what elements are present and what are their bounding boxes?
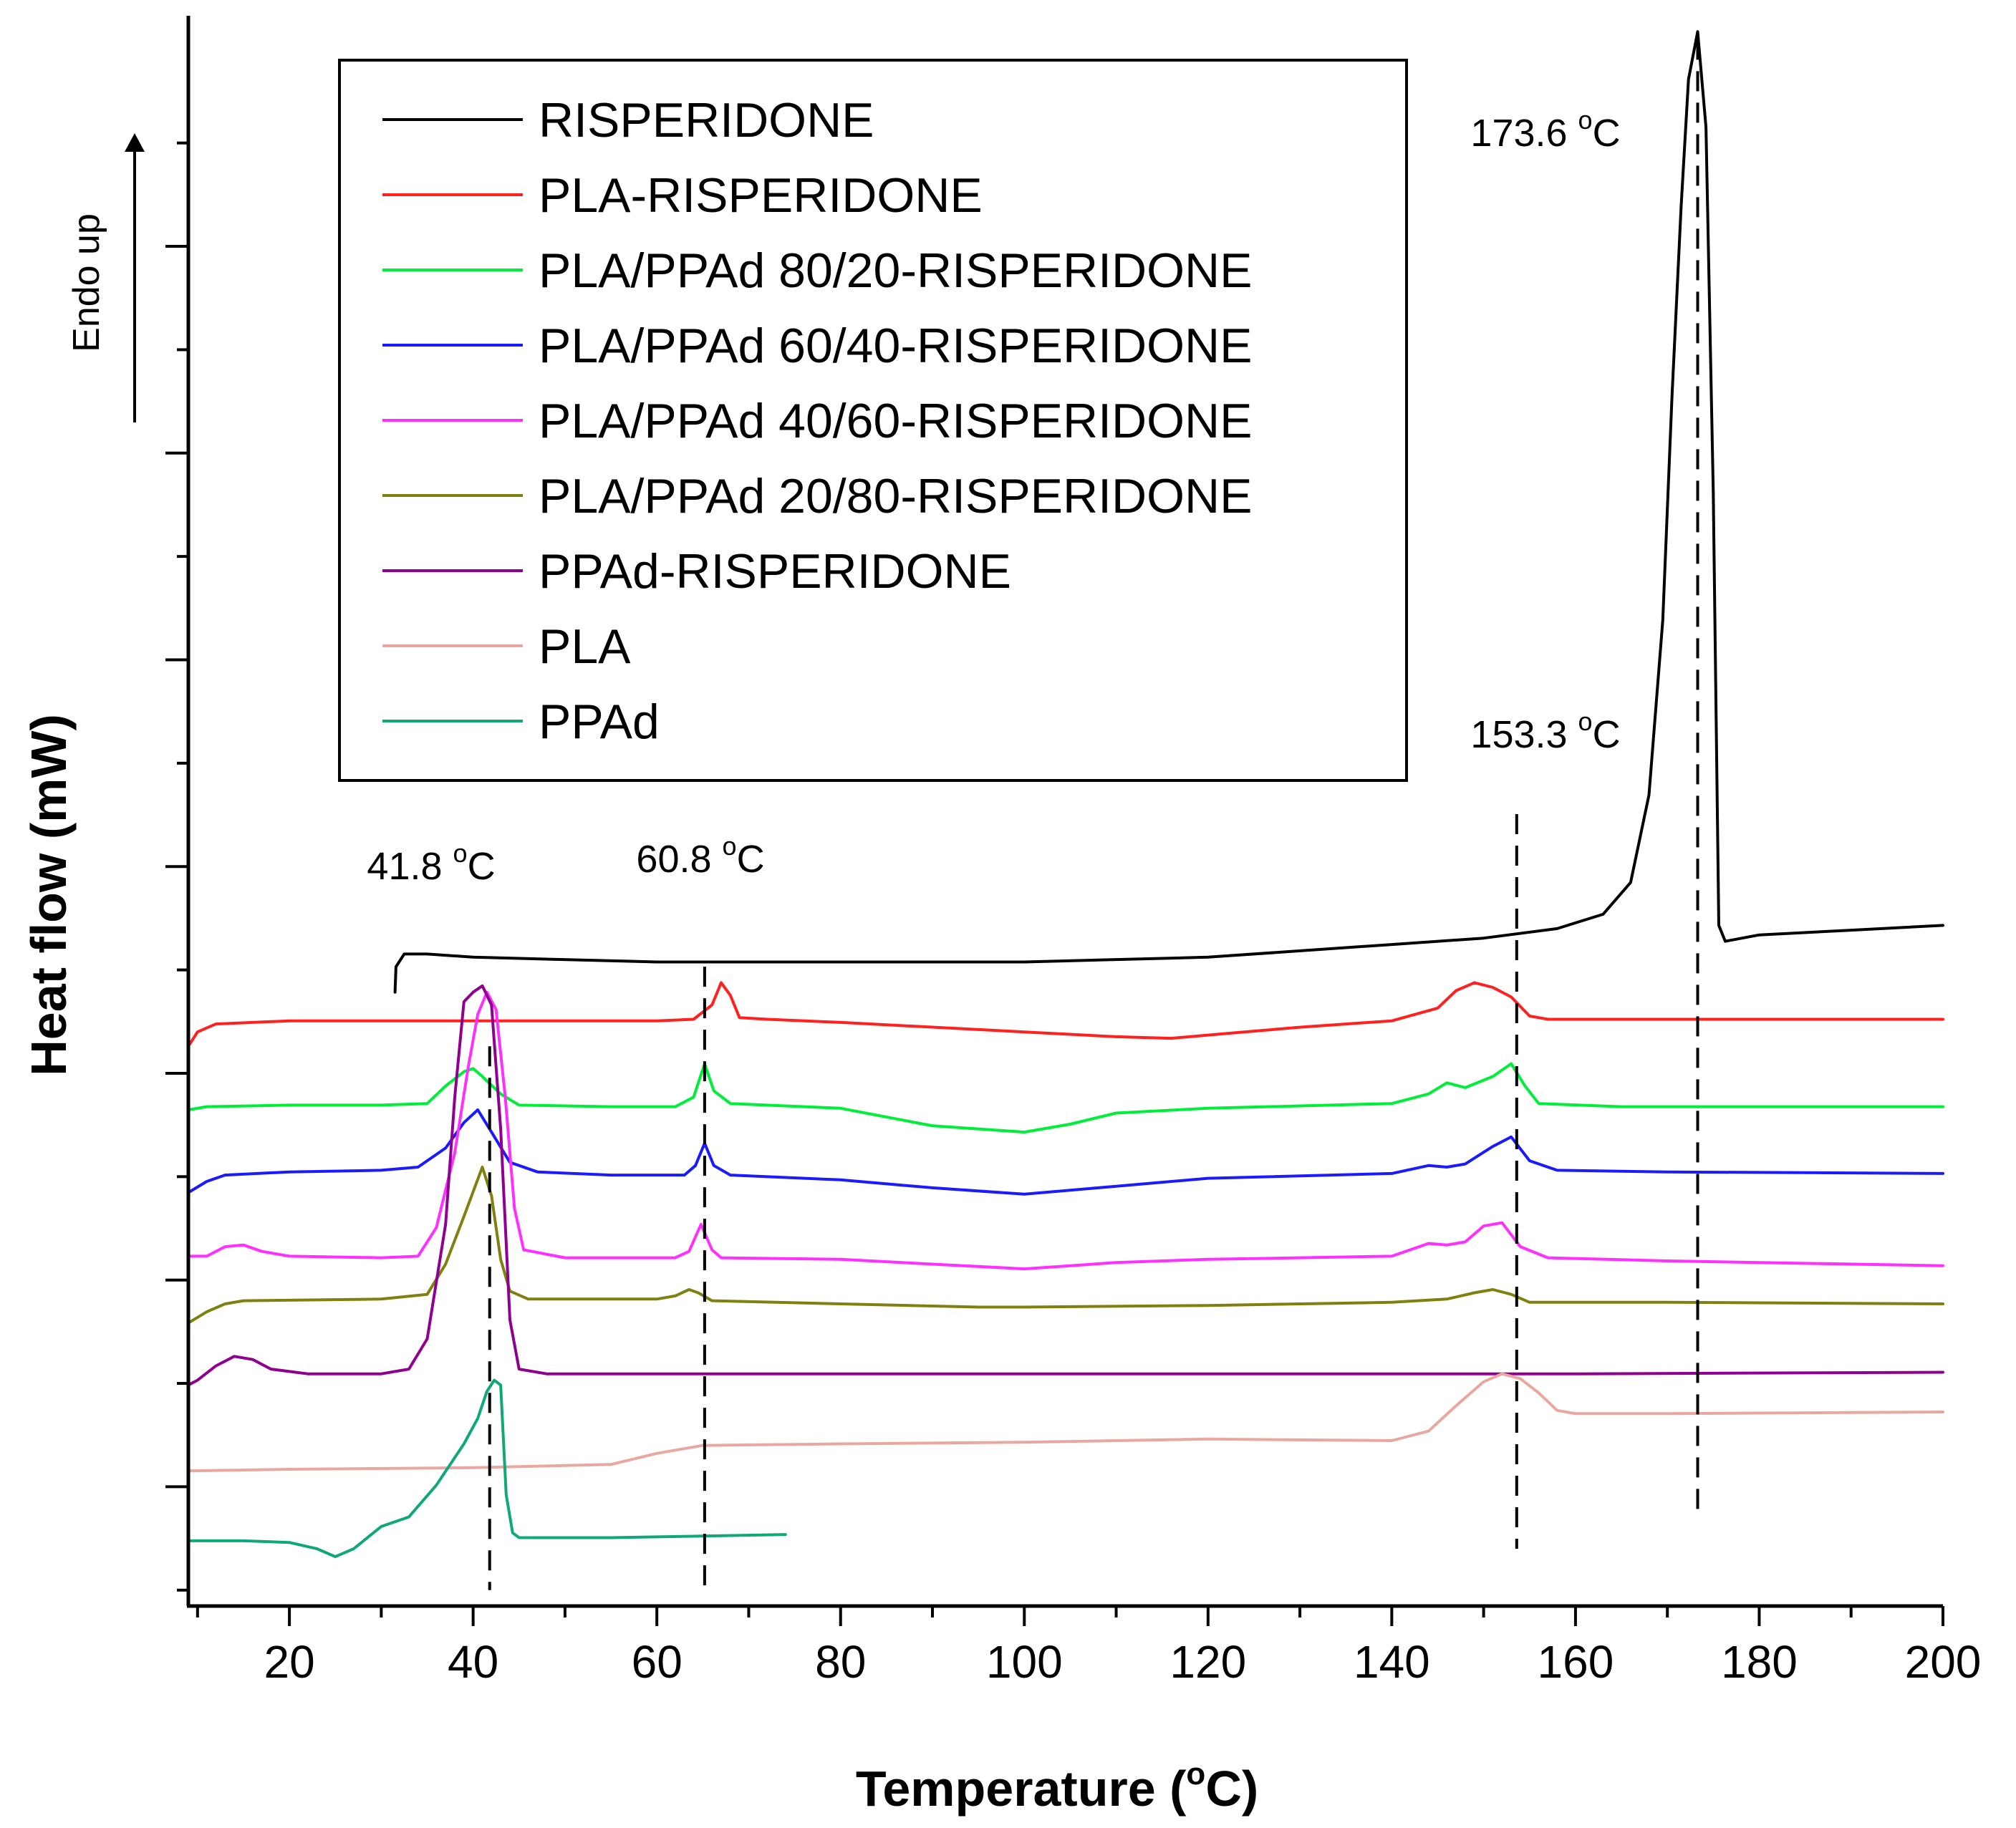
annot-value: 173.6: [1470, 112, 1578, 155]
x-tick-label: 60: [632, 1636, 683, 1688]
legend-label: PPAd: [539, 695, 660, 749]
legend-label: PLA/PPAd 40/60-RISPERIDONE: [539, 394, 1253, 448]
x-tick-label: 100: [986, 1636, 1063, 1688]
annot-value: 41.8: [367, 845, 453, 888]
y-axis-title: Heat flow (mW): [21, 714, 77, 1076]
x-tick-label: 160: [1538, 1636, 1614, 1688]
annot-degree: o: [723, 831, 737, 861]
endo-arrow-head-icon: [125, 133, 145, 152]
series-line-pla-ppad-60-40-risperidone: [187, 1108, 1944, 1196]
legend-label: PLA/PPAd 20/80-RISPERIDONE: [539, 469, 1253, 523]
reference-line-label-4: 173.6 oC: [1470, 105, 1620, 155]
series-line-pla-ppad-20-80-risperidone: [187, 1166, 1944, 1325]
x-tick-label: 120: [1169, 1636, 1246, 1688]
x-axis-title-degree: o: [1186, 1756, 1205, 1791]
legend-label: PLA-RISPERIDONE: [539, 168, 983, 223]
annot-degree: o: [1578, 707, 1593, 736]
series-line-pla: [187, 1372, 1944, 1473]
legend-label: PLA/PPAd 60/40-RISPERIDONE: [539, 319, 1253, 373]
reference-line-label-2: 60.8 oC: [636, 831, 764, 881]
series-line-pla-risperidone: [187, 981, 1944, 1048]
x-tick-label: 180: [1721, 1636, 1798, 1688]
annot-unit: C: [1593, 713, 1621, 756]
series-line-pla-ppad-40-60-risperidone: [187, 990, 1944, 1271]
x-axis-title-text: Temperature (: [856, 1761, 1187, 1817]
x-axis-title-unit: C): [1205, 1761, 1258, 1817]
legend-label: RISPERIDONE: [539, 93, 874, 148]
legend-label: PLA/PPAd 80/20-RISPERIDONE: [539, 243, 1253, 298]
endo-up-label: Endo up: [66, 213, 107, 352]
x-tick-label: 20: [264, 1636, 315, 1688]
reference-line-label-1: 41.8 oC: [367, 838, 495, 888]
series-line-pla-ppad-80-20-risperidone: [187, 1062, 1944, 1134]
annot-value: 60.8: [636, 838, 722, 881]
annot-unit: C: [468, 845, 496, 888]
x-tick-label: 80: [815, 1636, 866, 1688]
legend-label: PPAd-RISPERIDONE: [539, 544, 1011, 599]
x-tick-label: 140: [1354, 1636, 1430, 1688]
series-line-ppad: [187, 1378, 787, 1559]
x-tick-label: 40: [448, 1636, 498, 1688]
annot-degree: o: [453, 838, 468, 868]
legend-label: PLA: [539, 619, 631, 674]
annot-value: 153.3: [1470, 713, 1578, 756]
reference-line-label-3: 153.3 oC: [1470, 707, 1620, 756]
series-line-risperidone: [393, 30, 1944, 994]
annot-degree: o: [1578, 105, 1593, 135]
x-tick-label: 200: [1905, 1636, 1982, 1688]
series-line-ppad-risperidone: [187, 984, 1944, 1387]
annot-unit: C: [737, 838, 765, 881]
annot-unit: C: [1593, 112, 1621, 155]
x-axis-title: Temperature (oC): [856, 1756, 1258, 1817]
